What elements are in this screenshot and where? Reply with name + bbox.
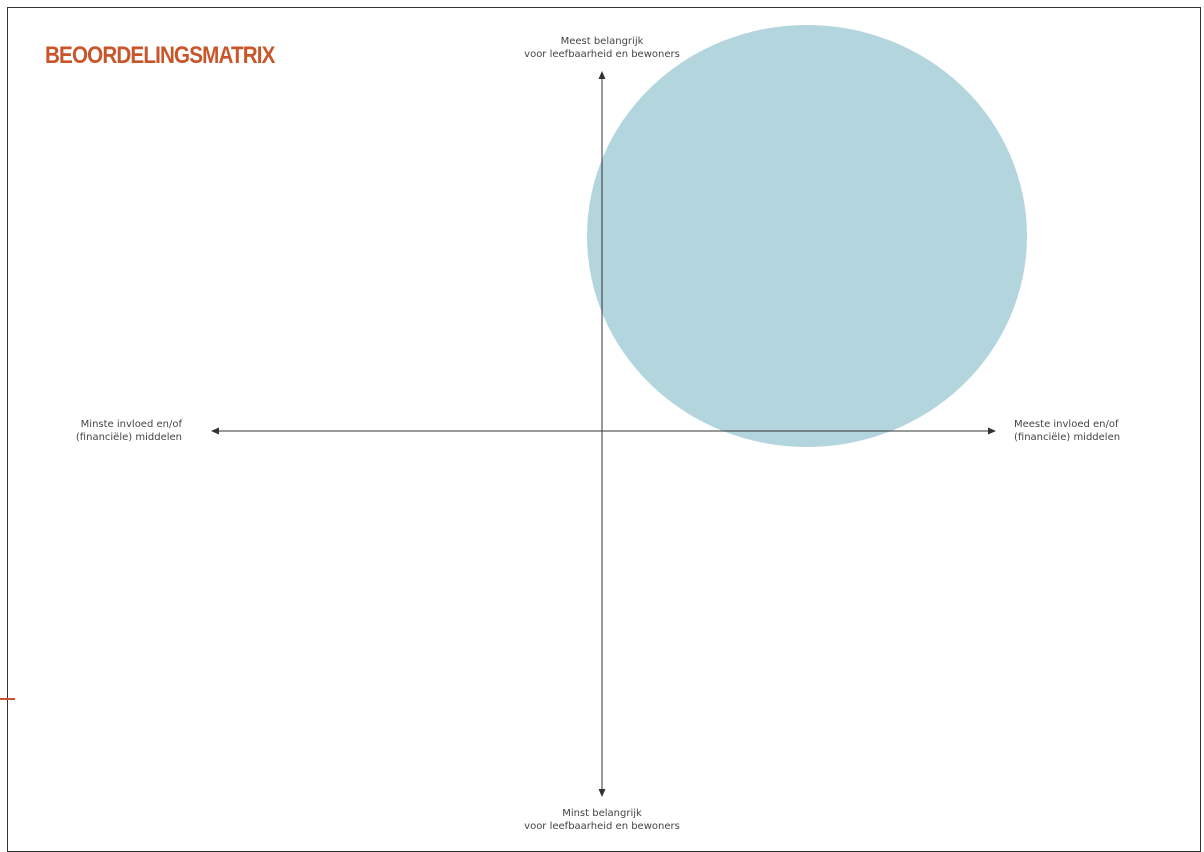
crop-mark: [0, 698, 15, 700]
axis-label-bottom-line-1: Minst belangrijk: [562, 808, 642, 819]
axis-label-right: Meeste invloed en/of (financiële) middel…: [1014, 418, 1194, 444]
axis-label-left: Minste invloed en/of (financiële) middel…: [20, 418, 182, 444]
axis-label-top-line-1: Meest belangrijk: [560, 36, 644, 47]
axis-label-right-line-2: (financiële) middelen: [1014, 432, 1121, 443]
axis-label-top-line-2: voor leefbaarheid en bewoners: [524, 49, 680, 60]
page-title: BEOORDELINGSMATRIX: [45, 42, 275, 69]
axis-label-top: Meest belangrijk voor leefbaarheid en be…: [452, 35, 752, 61]
axis-label-left-line-1: Minste invloed en/of: [80, 419, 182, 430]
axis-label-bottom: Minst belangrijk voor leefbaarheid en be…: [452, 807, 752, 833]
assessment-bubble: [587, 25, 1027, 447]
axis-label-right-line-1: Meeste invloed en/of: [1014, 419, 1119, 430]
axis-label-left-line-2: (financiële) middelen: [75, 432, 182, 443]
axis-label-bottom-line-2: voor leefbaarheid en bewoners: [524, 821, 680, 832]
